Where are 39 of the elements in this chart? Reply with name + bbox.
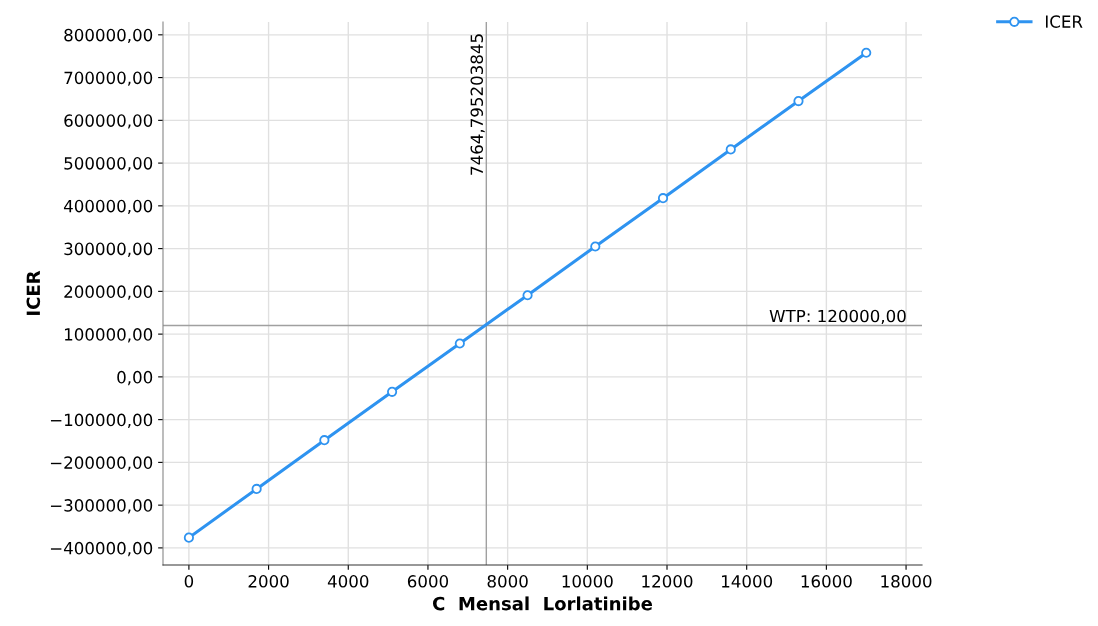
x-tick-label: 12000 <box>642 575 693 588</box>
point <box>251 483 262 494</box>
y-tick-label: −200000,00 <box>50 456 153 471</box>
y-tick-label: −300000,00 <box>50 499 153 514</box>
y-tick-label: 400000,00 <box>63 199 153 215</box>
x-axis-title: C Mensal Lorlatinibe <box>433 596 653 611</box>
y-tick-label: 200000,00 <box>64 285 153 300</box>
y-tick-label: 100000,00 <box>64 328 153 343</box>
ref-line-label: WTP: 120000,00 <box>769 309 906 325</box>
x-tick-label: 2000 <box>248 575 289 588</box>
x-tick-label: 18000 <box>881 575 932 588</box>
x-tick-label: 0 <box>184 575 194 588</box>
x-tick-label: 14000 <box>722 575 773 588</box>
x-tick-label: 16000 <box>801 575 852 588</box>
point <box>725 144 736 155</box>
point <box>319 435 330 446</box>
y-tick-label: 600000,00 <box>64 114 153 129</box>
y-tick-label: 300000,00 <box>64 242 153 257</box>
x-tick-label: 10000 <box>562 575 613 588</box>
x-tick-label: 4000 <box>327 575 369 588</box>
point <box>861 47 872 58</box>
y-tick-label: −100000,00 <box>50 413 153 428</box>
y-tick-label: 500000,00 <box>64 157 153 172</box>
y-tick-label: 0,00 <box>117 370 153 386</box>
x-tick-label: 6000 <box>407 575 449 588</box>
point <box>590 241 601 252</box>
y-axis-title: ICER <box>26 270 41 315</box>
point <box>657 193 669 204</box>
legend-label: ICER <box>1045 15 1083 28</box>
point <box>454 338 465 349</box>
point <box>183 532 194 543</box>
y-tick-label: 700000,00 <box>64 71 153 86</box>
point <box>387 386 398 397</box>
point <box>793 96 804 107</box>
x-tick-label: 8000 <box>487 575 528 588</box>
ref-line-label: 7464,795203845 <box>470 34 485 175</box>
point <box>522 290 533 301</box>
y-tick-label: 800000,00 <box>64 28 153 44</box>
y-tick-label: −400000,00 <box>50 541 153 557</box>
